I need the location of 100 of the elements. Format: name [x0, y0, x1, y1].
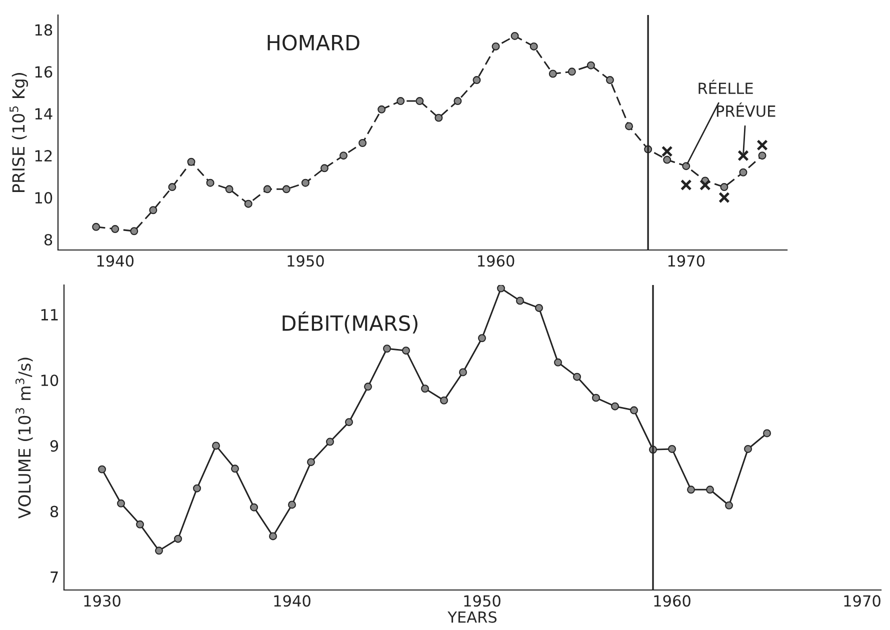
- point: [530, 42, 538, 50]
- point: [402, 346, 410, 355]
- point: [225, 185, 234, 194]
- point: [168, 183, 176, 192]
- point: [263, 185, 272, 194]
- point: [510, 32, 519, 40]
- point: [149, 206, 158, 214]
- point: [706, 486, 714, 494]
- point: [383, 344, 391, 353]
- point: [744, 444, 752, 453]
- x-tick-label: 1970: [668, 255, 705, 267]
- point: [345, 418, 353, 426]
- point: [282, 185, 290, 194]
- point: [763, 429, 771, 438]
- point: [231, 464, 239, 473]
- point: [492, 42, 500, 50]
- y-tick-label: 14: [35, 108, 52, 120]
- point: [244, 200, 252, 208]
- point: [130, 227, 138, 236]
- text: DÉBIT(MARS): [282, 311, 418, 334]
- point: [364, 382, 372, 391]
- y-axis-title: PRISE (10$^{5}$ Kg): [10, 73, 28, 192]
- y-tick-label: 7: [50, 572, 58, 583]
- x-tick-label: 1940: [97, 255, 134, 267]
- point: [548, 70, 557, 78]
- point: [320, 164, 328, 172]
- point: [625, 122, 634, 130]
- point: [472, 76, 481, 84]
- x-tick-label: 1950: [464, 595, 500, 607]
- point: [611, 402, 619, 410]
- point: [174, 534, 182, 543]
- point: [700, 179, 711, 191]
- point: [307, 458, 315, 466]
- point: [193, 484, 201, 492]
- x-tick-label: 1960: [478, 255, 514, 267]
- point: [682, 162, 690, 170]
- y-tick-label: 9: [50, 440, 58, 452]
- point: [573, 372, 581, 381]
- point: [720, 183, 728, 192]
- y-axis-title: VOLUME (10$^{3}$ m$^{3}$/s): [16, 358, 33, 519]
- point: [680, 179, 692, 191]
- x-tick-label: 1930: [84, 595, 120, 607]
- point: [738, 150, 749, 162]
- y-tick-label: 16: [35, 66, 52, 78]
- point: [340, 152, 348, 160]
- point: [421, 384, 429, 393]
- x-tick-label: 1960: [654, 595, 690, 607]
- point: [416, 97, 424, 106]
- point: [687, 486, 695, 494]
- point: [212, 442, 220, 450]
- point: [326, 438, 334, 446]
- point: [187, 158, 196, 166]
- point: [92, 222, 100, 231]
- point: [396, 97, 405, 106]
- point: [535, 304, 543, 312]
- y-tick-label: 11: [41, 309, 58, 320]
- point: [725, 501, 733, 510]
- point: [288, 500, 296, 509]
- x-tick-label: 1950: [288, 255, 324, 267]
- point: [663, 156, 672, 164]
- point: [117, 499, 125, 508]
- point: [269, 532, 277, 540]
- y-tick-label: 18: [35, 24, 52, 36]
- point: [630, 406, 638, 414]
- point: [478, 334, 486, 342]
- point: [111, 225, 120, 234]
- x-axis-title: YEARS: [448, 611, 497, 623]
- point: [250, 503, 258, 512]
- point: [586, 61, 595, 70]
- point: [668, 444, 676, 453]
- point: [440, 396, 448, 404]
- point: [98, 465, 106, 474]
- y-tick-label: 10: [35, 192, 52, 204]
- point: [497, 285, 505, 292]
- point: [301, 178, 310, 187]
- y-tick-label: 10: [41, 374, 58, 386]
- x-tick-label: 1940: [274, 595, 310, 607]
- point: [554, 358, 562, 366]
- point: [756, 139, 768, 151]
- point: [454, 97, 462, 106]
- y-tick-label: 8: [50, 506, 58, 518]
- point: [592, 394, 600, 402]
- point: [378, 105, 386, 114]
- point: [516, 296, 524, 305]
- point: [459, 368, 467, 376]
- point: [358, 139, 367, 147]
- y-tick-label: 12: [35, 150, 52, 162]
- x-tick-label: 1970: [844, 595, 880, 607]
- point: [206, 178, 214, 187]
- annotation: RÉELLE: [698, 80, 753, 94]
- point: [136, 520, 144, 528]
- point: [661, 146, 673, 158]
- annotation: PRÉVUE: [716, 102, 776, 117]
- point: [758, 152, 766, 160]
- text: HOMARD: [268, 34, 360, 51]
- point: [606, 76, 614, 84]
- point: [155, 546, 163, 555]
- point: [434, 114, 443, 122]
- point: [568, 68, 576, 76]
- y-tick-label: 8: [44, 234, 52, 246]
